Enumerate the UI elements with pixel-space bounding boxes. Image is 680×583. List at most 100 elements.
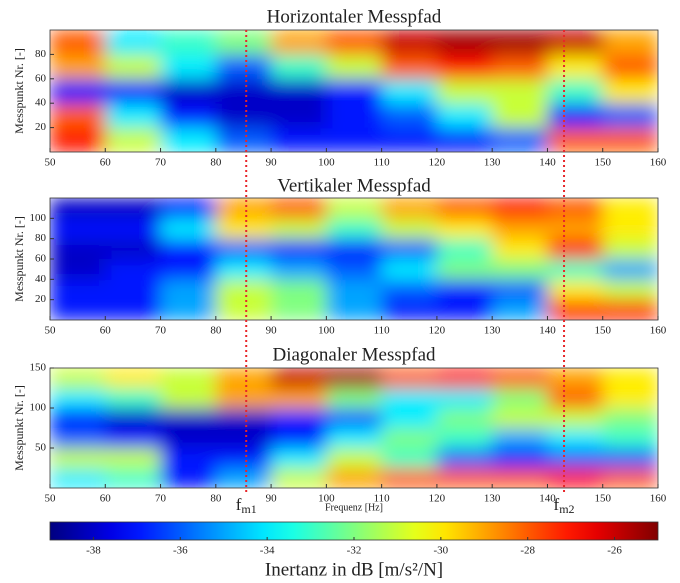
heat-cell [50, 408, 106, 429]
heat-cell [602, 78, 658, 104]
cells-blur [50, 30, 658, 152]
panel-title: Vertikaler Messpfad [277, 175, 431, 196]
heat-cell [436, 103, 493, 129]
heat-cell [271, 238, 327, 260]
heat-cell [436, 408, 493, 429]
heat-cell [326, 279, 383, 301]
heat-cell [160, 30, 217, 55]
x-tick-label: 160 [650, 493, 667, 505]
heat-cell [215, 78, 272, 104]
heat-cell [105, 238, 162, 260]
heat-cell [436, 78, 493, 104]
heat-cell [381, 368, 438, 389]
heat-cell [50, 259, 106, 280]
heat-cell [271, 127, 327, 152]
heat-cell [436, 238, 493, 260]
heat-cell [271, 78, 327, 104]
marker-label-sub: m2 [559, 502, 574, 516]
heat-cell [271, 299, 327, 320]
heat-cell [326, 103, 383, 129]
heat-cell [381, 279, 438, 301]
heat-cell [215, 259, 272, 280]
heat-cell [160, 408, 217, 429]
heat-cell [105, 428, 162, 449]
heat-cell [381, 127, 438, 152]
heat-cell [602, 279, 658, 301]
y-axis-label: Messpunkt Nr. [-] [12, 48, 26, 134]
heat-cell [436, 218, 493, 240]
heat-cell [105, 408, 162, 429]
heat-cell [381, 428, 438, 449]
heat-cell [602, 198, 658, 219]
heat-cell [547, 408, 604, 429]
heat-cell [271, 30, 327, 55]
heat-cell [381, 259, 438, 280]
x-tick-label: 60 [100, 325, 112, 337]
x-tick-label: 100 [318, 157, 335, 169]
x-tick-label: 120 [429, 325, 446, 337]
heat-cell [160, 279, 217, 301]
colorbar-tick-label: -30 [434, 545, 449, 557]
x-axis-label: Frequenz [Hz] [325, 502, 383, 513]
heat-cell [271, 408, 327, 429]
y-tick-label: 150 [30, 362, 47, 374]
heat-cell [326, 448, 383, 469]
heat-cell [215, 299, 272, 320]
y-tick-label: 40 [35, 97, 47, 109]
heat-cell [492, 54, 548, 80]
heat-cell [160, 54, 217, 80]
heat-cell [602, 468, 658, 488]
heat-cell [271, 428, 327, 449]
heat-cell [547, 238, 604, 260]
x-tick-label: 120 [429, 493, 446, 505]
x-tick-label: 140 [539, 493, 556, 505]
heat-cell [326, 238, 383, 260]
heat-cell [436, 30, 493, 55]
heat-cell [436, 54, 493, 80]
heat-cell [547, 127, 604, 152]
heat-cell [326, 54, 383, 80]
colorbar-tick-label: -34 [260, 545, 275, 557]
heat-cell [547, 54, 604, 80]
x-tick-label: 50 [45, 325, 57, 337]
heat-cell [547, 30, 604, 55]
heat-cell [602, 103, 658, 129]
heat-cell [271, 259, 327, 280]
heat-cell [602, 54, 658, 80]
y-tick-label: 20 [35, 293, 47, 305]
y-tick-label: 50 [35, 442, 47, 454]
heat-cell [326, 259, 383, 280]
heat-cell [436, 279, 493, 301]
x-tick-label: 140 [539, 157, 556, 169]
cells [50, 198, 658, 320]
marker-label-main: f [554, 495, 560, 514]
x-tick-label: 90 [266, 493, 278, 505]
y-tick-label: 100 [30, 402, 47, 414]
heat-cell [50, 30, 106, 55]
plot-frame [49, 29, 659, 153]
heat-cell [105, 54, 162, 80]
colorbar-tick-label: -28 [520, 545, 535, 557]
heat-cell [50, 198, 106, 219]
cells [50, 30, 658, 152]
heat-cell [602, 428, 658, 449]
x-tick-label: 140 [539, 325, 556, 337]
heat-cell [271, 448, 327, 469]
x-tick-label: 80 [210, 157, 222, 169]
heat-cell [105, 78, 162, 104]
x-tick-label: 90 [266, 157, 278, 169]
heat-cell [50, 54, 106, 80]
heat-cell [271, 388, 327, 409]
heat-cell [271, 368, 327, 389]
heat-cell [160, 78, 217, 104]
x-tick-label: 100 [318, 493, 335, 505]
heat-cell [271, 218, 327, 240]
heat-cell [436, 299, 493, 320]
y-axis-label: Messpunkt Nr. [-] [12, 385, 26, 471]
heat-cell [547, 468, 604, 488]
heat-cell [215, 30, 272, 55]
x-tick-label: 160 [650, 157, 667, 169]
heat-cell [326, 78, 383, 104]
x-tick-label: 160 [650, 325, 667, 337]
